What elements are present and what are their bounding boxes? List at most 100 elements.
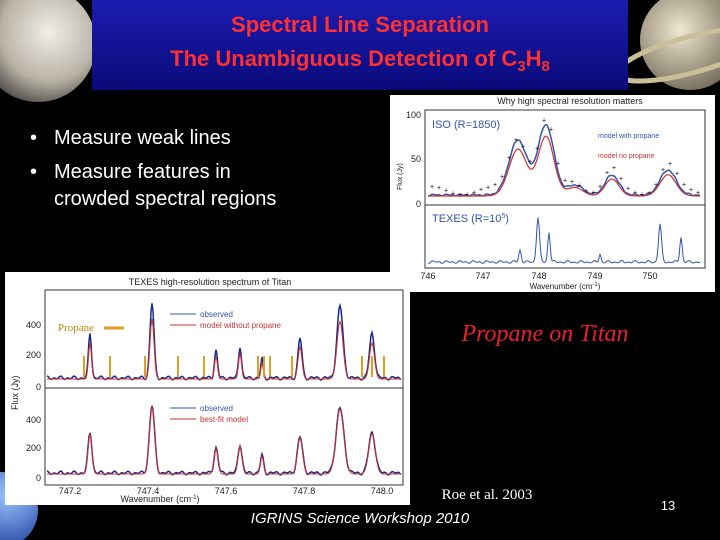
observed-point: + (605, 170, 609, 177)
observed-point: + (647, 190, 651, 197)
observed-point: + (577, 182, 581, 189)
observed-point: + (598, 183, 602, 190)
label-text: Wavenumber (cm (530, 282, 593, 291)
panel-label: ISO (R=1850) (432, 119, 500, 131)
x-tick-label: 747.4 (137, 486, 160, 496)
observed-point: + (570, 179, 574, 186)
spectrum-curve (427, 123, 701, 197)
title-banner (92, 0, 628, 90)
observed-point: + (661, 167, 665, 174)
x-axis-label: Wavenumber (cm-1) (120, 494, 199, 504)
subscript: 3 (517, 58, 525, 75)
observed-point: + (507, 155, 511, 162)
page-number: 13 (661, 498, 675, 513)
x-tick-label: 747.2 (59, 486, 82, 496)
observed-point: + (514, 137, 518, 144)
title-line: The Unambiguous Detection of C3H8 (170, 46, 550, 75)
y-tick-label: 0 (36, 473, 41, 483)
bullet: Measure weak lines (54, 127, 231, 149)
x-tick-label: 749 (587, 271, 602, 281)
observed-point: + (500, 174, 504, 181)
figure-top: Why high spectral resolution matters ISO… (390, 95, 715, 292)
legend-entry: best-fit model (200, 415, 248, 424)
y-tick-label: 0 (416, 199, 421, 209)
x-tick-label: 748.0 (371, 486, 394, 496)
observed-point: + (465, 192, 469, 199)
y-tick-label: 50 (411, 154, 421, 164)
label-text: ) (505, 213, 509, 225)
observed-point: + (458, 192, 462, 199)
x-axis-label: Wavenumber (cm-1) (530, 282, 601, 291)
observed-point: + (640, 191, 644, 198)
observed-point: + (437, 185, 441, 192)
spectrum-curve (427, 217, 701, 264)
bullet-text: Measure features in (54, 161, 231, 183)
legend-entry: observed (200, 404, 233, 413)
observed-point: + (444, 188, 448, 195)
title-text: The Unambiguous Detection of C (170, 46, 517, 71)
observed-point: + (591, 189, 595, 196)
figure-title: Why high spectral resolution matters (497, 96, 643, 106)
y-tick-label: 200 (26, 350, 41, 360)
figure-background (390, 95, 715, 292)
propane-marker: Propane (58, 322, 94, 334)
observed-point: + (633, 189, 637, 196)
y-axis-label: Flux (Jy) (10, 376, 20, 411)
observed-point: + (696, 190, 700, 197)
x-tick-label: 746 (420, 271, 435, 281)
panel-label: TEXES (R=105) (432, 213, 509, 225)
y-axis-label: Flux (Jy) (397, 163, 404, 190)
bullet-text: crowded spectral regions (54, 188, 276, 210)
observed-point: + (542, 117, 546, 124)
x-tick-label: 748 (531, 271, 546, 281)
observed-point: + (535, 146, 539, 153)
figure-title: TEXES high-resolution spectrum of Titan (129, 277, 292, 287)
label-text: ) (197, 494, 200, 504)
observed-point: + (675, 171, 679, 178)
observed-point: + (472, 189, 476, 196)
bullet-list: • Measure weak lines • Measure features … (30, 127, 276, 210)
spectrum-curve (47, 406, 401, 475)
y-tick-label: 0 (36, 382, 41, 392)
plot-frame (424, 109, 706, 269)
jupiter-image (0, 0, 96, 102)
observed-point: + (619, 176, 623, 183)
superscript: -1 (191, 495, 197, 501)
x-tick-label: 747 (475, 271, 490, 281)
figure-bottom: TEXES high-resolution spectrum of Titan … (5, 272, 410, 505)
observed-point: + (668, 161, 672, 168)
y-tick-label: 400 (26, 320, 41, 330)
title-line: Spectral Line Separation (231, 12, 489, 37)
observed-point: + (451, 190, 455, 197)
spectrum-curve (428, 135, 700, 197)
y-tick-label: 400 (26, 415, 41, 425)
observed-point: + (486, 184, 490, 191)
x-tick-label: 747.6 (215, 486, 238, 496)
bullet: Measure features in crowded spectral regi… (54, 161, 276, 210)
legend-entry: model no propane (598, 153, 655, 160)
label-text: Wavenumber (cm (120, 494, 191, 504)
legend-entry: observed (200, 310, 233, 319)
x-tick-label: 747.8 (293, 486, 316, 496)
bullet-dot: • (30, 127, 37, 149)
label-text: ) (598, 282, 601, 291)
observed-point: + (549, 126, 553, 133)
observed-point: + (430, 184, 434, 191)
superscript: 5 (501, 213, 505, 220)
observed-point: + (626, 185, 630, 192)
legend-entry: model without propane (200, 321, 281, 330)
observed-point: + (521, 144, 525, 151)
observed-point: + (584, 188, 588, 195)
legend-entry: model with propane (598, 133, 659, 140)
spectrum-curve (47, 318, 401, 380)
caption: Propane on Titan (460, 321, 628, 347)
observed-point: + (479, 187, 483, 194)
observed-point: + (654, 182, 658, 189)
y-tick-label: 200 (26, 443, 41, 453)
observed-point: + (612, 165, 616, 172)
footer: IGRINS Science Workshop 2010 (251, 510, 470, 527)
observed-point: + (528, 159, 532, 166)
citation: Roe et al. 2003 (442, 487, 533, 503)
subscript: 8 (542, 58, 550, 75)
